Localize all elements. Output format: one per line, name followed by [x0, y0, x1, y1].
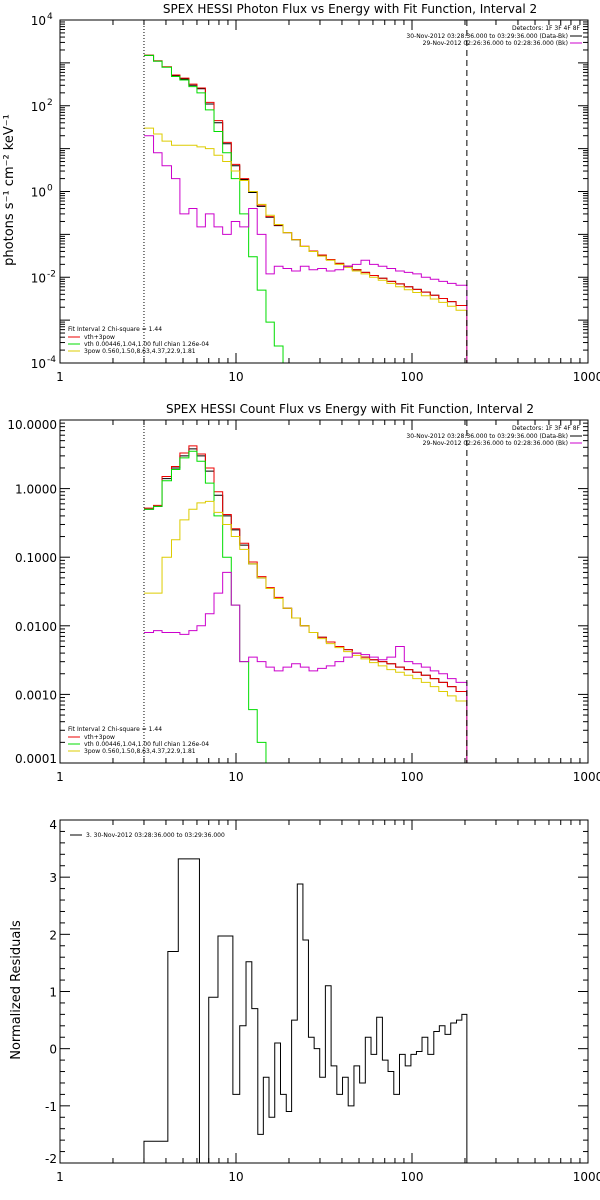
- y-tick-exponent: 2: [47, 98, 53, 108]
- y-axis-label: Normalized Residuals: [9, 920, 24, 1060]
- y-axis-label: photons s⁻¹ cm⁻² keV⁻¹: [2, 114, 17, 266]
- legend-header: Detectors: 1F 3F 4F 8F 30-Nov-2012 03:28…: [406, 25, 582, 47]
- series-3pow: [143, 500, 468, 763]
- legend: 3. 30-Nov-2012 03:28:36.000 to 03:29:36.…: [70, 832, 225, 839]
- y-tick-label: 10: [31, 14, 46, 28]
- legend-entry-data: 30-Nov-2012 03:28:36.000 to 03:29:36.000…: [406, 33, 568, 40]
- x-tick-label: 100: [401, 770, 424, 784]
- plot-frame: [59, 819, 589, 1164]
- x-tick-label: 1000: [573, 770, 600, 784]
- legend-detectors: Detectors: 1F 3F 4F 8F: [512, 25, 581, 32]
- legend-fit: Fit Interval 2 Chi-square = 1.44 vth+3po…: [68, 326, 209, 355]
- legend-entry-bk: 29-Nov-2012 02:26:36.000 to 02:28:36.000…: [423, 40, 568, 47]
- legend-header: Detectors: 1F 3F 4F 8F 30-Nov-2012 03:28…: [406, 425, 582, 447]
- legend-detectors: Detectors: 1F 3F 4F 8F: [512, 425, 581, 432]
- y-tick-label: 1.0000: [15, 483, 57, 497]
- series-3pow: [143, 127, 468, 363]
- series-data-minus-bk: [143, 54, 468, 363]
- chart-title: SPEX HESSI Photon Flux vs Energy with Fi…: [163, 2, 537, 16]
- y-tick-exponent: -4: [47, 355, 56, 365]
- series-background: [143, 135, 468, 363]
- y-tick-label: 10: [31, 271, 46, 285]
- series-background: [143, 571, 468, 763]
- y-tick-label: 0.0100: [15, 620, 57, 634]
- plot-frame: [59, 419, 589, 764]
- photon-flux-panel: SPEX HESSI Photon Flux vs Energy with Fi…: [2, 2, 600, 384]
- legend-fit-header: Fit Interval 2 Chi-square = 1.44: [68, 726, 162, 733]
- series-data-minus-bk: [143, 448, 468, 763]
- y-tick-label: 0: [49, 1043, 57, 1057]
- y-tick-label: -1: [45, 1100, 57, 1114]
- count-flux-panel: SPEX HESSI Count Flux vs Energy with Fit…: [7, 402, 600, 784]
- y-tick-exponent: 0: [47, 184, 53, 194]
- x-tick-label: 100: [401, 1170, 424, 1184]
- x-tick-label: 10: [228, 1170, 243, 1184]
- y-tick-label: 10: [31, 100, 46, 114]
- y-tick-label: 0.0001: [15, 752, 57, 766]
- series-vth: [143, 54, 292, 364]
- chart-title: SPEX HESSI Count Flux vs Energy with Fit…: [166, 402, 534, 416]
- legend-fit: Fit Interval 2 Chi-square = 1.44 vth+3po…: [68, 726, 209, 755]
- y-tick-label: 10.0000: [7, 418, 57, 432]
- series-total-fit: [143, 445, 468, 763]
- x-tick-label: 1000: [573, 1170, 600, 1184]
- y-tick-label: 10: [31, 186, 46, 200]
- legend-fit-total: vth+3pow: [84, 334, 115, 341]
- y-axis-label-text: Normalized Residuals: [9, 920, 24, 1060]
- y-tick-exponent: -2: [47, 269, 56, 279]
- legend-entry-bk: 29-Nov-2012 02:26:36.000 to 02:28:36.000…: [423, 440, 568, 447]
- y-axis-label-text: photons s⁻¹ cm⁻² keV⁻¹: [2, 114, 17, 266]
- x-tick-label: 100: [401, 370, 424, 384]
- plot-frame: [59, 19, 589, 364]
- residuals-panel: Normalized Residuals 1 10 100 1000 -2 -1 0 1 2 3…: [9, 818, 600, 1184]
- x-tick-label: 10: [228, 370, 243, 384]
- y-tick-label: 10: [31, 357, 46, 371]
- y-tick-label: 2: [49, 928, 57, 942]
- x-tick-label: 10: [228, 770, 243, 784]
- legend-entry: 3. 30-Nov-2012 03:28:36.000 to 03:29:36.…: [86, 832, 225, 839]
- legend-fit-3pow: 3pow 0.560,1.50,8.63,4.37,22.9,1.81: [84, 348, 196, 355]
- y-tick-label: -2: [45, 1152, 57, 1166]
- legend-fit-3pow: 3pow 0.560,1.50,8.63,4.37,22.9,1.81: [84, 748, 196, 755]
- legend-fit-total: vth+3pow: [84, 734, 115, 741]
- series-vth: [143, 450, 275, 764]
- x-tick-label: 1000: [573, 370, 600, 384]
- legend-entry-data: 30-Nov-2012 03:28:36.000 to 03:29:36.000…: [406, 433, 568, 440]
- x-tick-label: 1: [56, 370, 64, 384]
- y-tick-label: 0.1000: [15, 551, 57, 565]
- y-tick-label: 0.0010: [15, 688, 57, 702]
- x-tick-label: 1: [56, 1170, 64, 1184]
- y-tick-exponent: 4: [47, 12, 53, 22]
- legend-fit-header: Fit Interval 2 Chi-square = 1.44: [68, 326, 162, 333]
- y-tick-label: 1: [49, 986, 57, 1000]
- series-residuals: [143, 858, 468, 1164]
- y-tick-label: 3: [49, 871, 57, 885]
- legend-fit-vth: vth 0.00446,1.04,1.00 full chian 1.26e-0…: [84, 341, 209, 348]
- x-tick-label: 1: [56, 770, 64, 784]
- legend-fit-vth: vth 0.00446,1.04,1.00 full chian 1.26e-0…: [84, 741, 209, 748]
- y-tick-label: 4: [49, 818, 57, 832]
